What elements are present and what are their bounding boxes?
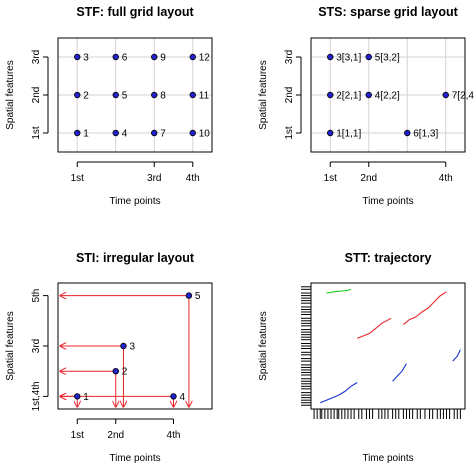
x-tick-label: 2nd <box>360 173 377 184</box>
data-point <box>327 53 334 61</box>
data-point <box>112 129 119 137</box>
data-point <box>185 292 193 299</box>
trajectory-line <box>403 291 447 326</box>
data-point <box>189 129 196 137</box>
point-label: 10 <box>199 129 211 140</box>
point-label: 8 <box>160 91 166 102</box>
y-axis-label: Spatial features <box>5 311 16 381</box>
point-label: 6 <box>122 53 128 64</box>
point-label: 2 <box>122 367 128 378</box>
point-label: 4[2,2] <box>375 91 400 102</box>
data-point <box>189 53 196 61</box>
y-tick-label: 3rd <box>31 339 42 353</box>
panel-title: STS: sparse grid layout <box>318 5 458 19</box>
point-label: 3 <box>129 342 135 353</box>
y-tick-label: 1st <box>31 126 42 140</box>
data-point <box>112 91 119 99</box>
x-tick-label: 4th <box>167 430 181 441</box>
panel-4: STT: trajectory Time points Spatial featur… <box>258 251 466 464</box>
x-tick-label: 1st <box>324 173 338 184</box>
data-point <box>327 91 334 99</box>
x-axis-label: Time points <box>362 196 413 207</box>
data-point <box>327 129 334 137</box>
point-label: 6[1,3] <box>413 129 438 140</box>
x-tick-label: 1st <box>71 173 85 184</box>
data-point <box>74 129 81 137</box>
y-tick-label: 5th <box>31 289 42 303</box>
panel-title: STT: trajectory <box>345 251 432 265</box>
data-point <box>112 368 119 375</box>
panel-1: STF: full grid layout Time points Spatial … <box>5 5 213 207</box>
y-tick-label: 3rd <box>31 50 42 64</box>
point-label: 2 <box>83 91 89 102</box>
y-tick-label: 2nd <box>31 87 42 104</box>
x-tick-label: 3rd <box>147 173 161 184</box>
panel-2: STS: sparse grid layout Time points Spatia… <box>258 5 474 207</box>
plot-frame <box>57 37 213 153</box>
point-label: 2[2,1] <box>336 91 361 102</box>
panel-title: STF: full grid layout <box>76 5 194 19</box>
data-point <box>365 53 372 61</box>
y-tick-label: 1st,4th <box>31 381 42 411</box>
y-tick-label: 3rd <box>284 50 295 64</box>
panel-3: STI: irregular layout Time points Spatial … <box>5 251 213 464</box>
data-point <box>112 53 119 61</box>
point-label: 1[1,1] <box>336 129 361 140</box>
plot-frame <box>310 282 466 410</box>
trajectory-line <box>392 363 407 382</box>
point-label: 1 <box>83 392 89 403</box>
trajectory-line <box>319 382 358 404</box>
data-point <box>189 91 196 99</box>
data-point <box>365 91 372 99</box>
trajectory-line <box>326 288 352 294</box>
x-axis-label: Time points <box>362 453 413 464</box>
point-label: 5[3,2] <box>375 53 400 64</box>
data-point <box>151 53 158 61</box>
data-point <box>151 129 158 137</box>
plot-frame <box>310 37 466 153</box>
data-point <box>74 91 81 99</box>
point-label: 1 <box>83 129 89 140</box>
data-point <box>120 342 127 350</box>
plot-frame <box>57 282 213 410</box>
x-axis-label: Time points <box>109 196 160 207</box>
point-label: 12 <box>199 53 211 64</box>
y-tick-label: 1st <box>284 126 295 140</box>
point-label: 9 <box>160 53 166 64</box>
y-axis-label: Spatial features <box>258 311 269 381</box>
data-point <box>442 91 449 99</box>
point-label: 7 <box>160 129 166 140</box>
point-label: 5 <box>195 291 201 302</box>
point-label: 7[2,4] <box>452 91 474 102</box>
point-label: 5 <box>122 91 128 102</box>
x-tick-label: 2nd <box>107 430 124 441</box>
data-point <box>151 91 158 99</box>
panel-title: STI: irregular layout <box>76 251 195 265</box>
point-label: 3 <box>83 53 89 64</box>
data-point <box>74 53 81 61</box>
data-point <box>74 393 81 400</box>
y-tick-label: 2nd <box>284 87 295 104</box>
trajectory-line <box>452 349 461 362</box>
x-tick-label: 4th <box>186 173 200 184</box>
point-label: 4 <box>180 392 186 403</box>
data-point <box>404 129 411 137</box>
trajectory-line <box>356 317 392 339</box>
point-label: 4 <box>122 129 128 140</box>
point-label: 3[3,1] <box>336 53 361 64</box>
y-axis-label: Spatial features <box>5 60 16 130</box>
x-tick-label: 4th <box>439 173 453 184</box>
point-label: 11 <box>199 91 210 102</box>
y-axis-label: Spatial features <box>258 60 269 130</box>
x-tick-label: 1st <box>71 430 85 441</box>
x-axis-label: Time points <box>109 453 160 464</box>
data-point <box>170 393 177 400</box>
